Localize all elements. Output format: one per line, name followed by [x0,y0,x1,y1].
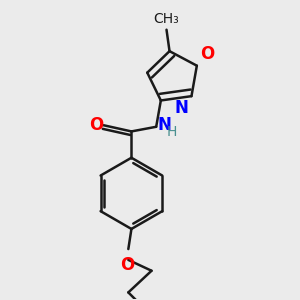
Text: N: N [158,116,172,134]
Text: O: O [200,45,214,63]
Text: N: N [175,99,188,117]
Text: O: O [89,116,103,134]
Text: CH₃: CH₃ [154,12,179,26]
Text: O: O [120,256,134,274]
Text: H: H [167,125,177,140]
